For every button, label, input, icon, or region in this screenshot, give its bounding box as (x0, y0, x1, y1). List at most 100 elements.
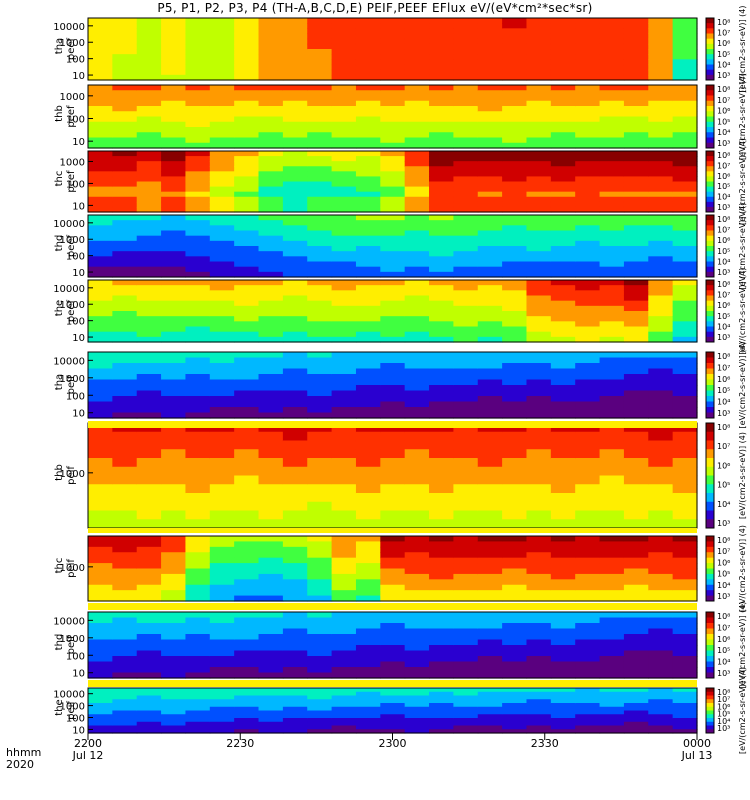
heatmap-cell (672, 568, 698, 575)
heatmap-cell (575, 396, 601, 403)
heatmap-cell (209, 85, 235, 91)
heatmap-cell (161, 161, 187, 167)
heatmap-cell (234, 220, 260, 226)
heatmap-cell (234, 321, 260, 328)
heatmap-cell (209, 590, 235, 597)
heatmap-cell (185, 672, 211, 679)
heatmap-cell (575, 573, 601, 580)
heatmap-cell (209, 311, 235, 317)
heatmap-cell (136, 639, 162, 646)
heatmap-cell (502, 557, 528, 564)
heatmap-cell (185, 449, 211, 459)
heatmap-cell (380, 151, 406, 157)
y-tick-label: 10 (72, 725, 85, 736)
heatmap-cell (112, 166, 138, 172)
heatmap-cell (477, 661, 503, 668)
heatmap-cell (380, 407, 406, 414)
heatmap-cell (209, 33, 235, 40)
colorbar-tick-label: 10⁸ (717, 688, 730, 697)
heatmap-cell (355, 695, 381, 700)
heatmap-cell (648, 90, 674, 97)
heatmap-cell (550, 246, 576, 252)
heatmap-cell (88, 645, 113, 652)
heatmap-cell (282, 396, 308, 403)
heatmap-cell (136, 584, 162, 591)
heatmap-cell (355, 688, 381, 693)
heatmap-cell (575, 385, 601, 392)
colorbar-swatch (706, 235, 714, 239)
heatmap-cell (672, 326, 698, 333)
heatmap-cell (112, 33, 138, 40)
heatmap-cell (648, 590, 674, 597)
heatmap-cell (453, 729, 479, 734)
heatmap-cell (161, 710, 187, 715)
colorbar-swatch (706, 404, 714, 408)
heatmap-cell (477, 519, 503, 529)
heatmap-cell (502, 536, 528, 543)
heatmap-cell (623, 74, 649, 81)
colorbar-swatch (706, 318, 714, 322)
heatmap-cell (307, 137, 333, 144)
heatmap-cell (88, 127, 113, 133)
heatmap-cell (599, 166, 625, 172)
colorbar-frame (705, 422, 715, 529)
heatmap-cell (112, 590, 138, 597)
heatmap-cell (161, 295, 187, 302)
heatmap-cell (502, 656, 528, 663)
heatmap-cell (258, 484, 284, 494)
heatmap-cell (672, 639, 698, 646)
colorbar-tick-label: 10⁶ (717, 172, 730, 181)
heatmap-cell (258, 672, 284, 679)
heatmap-cell (258, 431, 284, 442)
heatmap-cell (185, 261, 211, 268)
heatmap-cell (672, 196, 698, 203)
heatmap-cell (453, 661, 479, 668)
heatmap-cell (526, 220, 552, 226)
heatmap-cell (282, 225, 308, 232)
panel-frame (87, 84, 698, 149)
heatmap-cell (161, 280, 187, 286)
heatmap-cell (599, 201, 625, 208)
heatmap-cell (331, 201, 357, 208)
colorbar-swatch (706, 331, 714, 335)
heatmap-cell (575, 290, 601, 297)
heatmap-cell (161, 661, 187, 668)
heatmap-cell (429, 385, 454, 392)
heatmap-cell (429, 95, 454, 102)
heatmap-cell (526, 111, 552, 118)
heatmap-cell (307, 729, 333, 734)
heatmap-cell (648, 156, 674, 162)
heatmap-cell (404, 557, 430, 564)
heatmap-cell (209, 261, 235, 268)
heatmap-cell (575, 106, 601, 112)
heatmap-cell (477, 595, 503, 602)
heatmap-cell (477, 718, 503, 723)
heatmap-cell (526, 300, 552, 307)
panel-frame (87, 214, 698, 278)
heatmap-cell (307, 271, 333, 278)
heatmap-cell (404, 623, 430, 630)
heatmap-cell (550, 557, 576, 564)
heatmap-cell (550, 401, 576, 408)
x-tick-sublabel: Jul 12 (72, 749, 104, 762)
heatmap-cell (112, 171, 138, 178)
heatmap-cell (623, 156, 649, 162)
colorbar-swatch (706, 103, 714, 107)
heatmap-cell (282, 725, 308, 730)
heatmap-cell (331, 412, 357, 419)
heatmap-cell (355, 43, 381, 50)
heatmap-cell (477, 656, 503, 663)
heatmap-cell (429, 43, 454, 50)
heatmap-cell (453, 695, 479, 700)
heatmap-cell (380, 95, 406, 102)
heatmap-cell (331, 69, 357, 76)
heatmap-cell (526, 552, 552, 559)
heatmap-cell (307, 493, 333, 503)
heatmap-cell (575, 181, 601, 188)
heatmap-cell (648, 33, 674, 40)
heatmap-cell (88, 590, 113, 597)
panel-frame (87, 351, 698, 419)
heatmap-cell (623, 612, 649, 619)
heatmap-cell (672, 111, 698, 118)
